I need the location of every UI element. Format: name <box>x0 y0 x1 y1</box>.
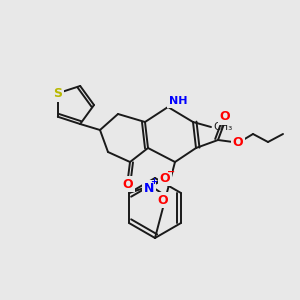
Text: NH: NH <box>169 96 187 106</box>
Text: O: O <box>158 194 168 206</box>
Text: O: O <box>123 178 133 190</box>
Text: O: O <box>220 110 230 124</box>
Text: −: − <box>167 167 175 177</box>
Text: O: O <box>160 172 170 184</box>
Text: N: N <box>144 182 154 194</box>
Text: O: O <box>233 136 243 148</box>
Text: CH₃: CH₃ <box>213 122 232 132</box>
Text: +: + <box>151 178 158 187</box>
Text: S: S <box>53 87 62 100</box>
